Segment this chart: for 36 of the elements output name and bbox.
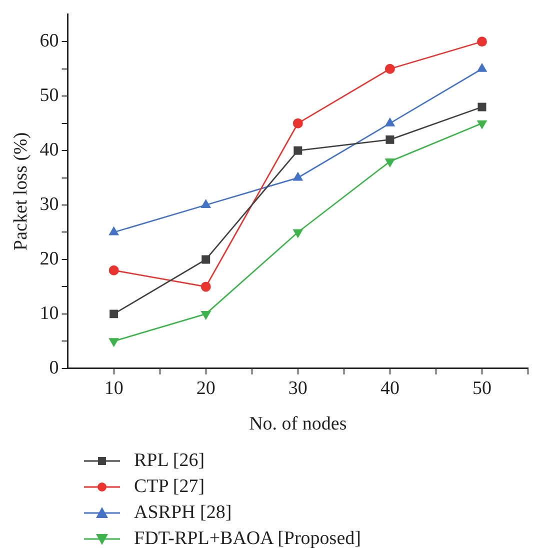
legend-label: FDT-RPL+BAOA [Proposed] xyxy=(134,528,361,550)
point xyxy=(200,199,212,208)
point xyxy=(386,135,394,144)
x-tick-label: 40 xyxy=(380,378,400,399)
x-axis-title: No. of nodes xyxy=(249,414,347,435)
point xyxy=(478,102,486,112)
point xyxy=(384,158,396,168)
legend-label: CTP [27] xyxy=(134,476,205,498)
point xyxy=(202,255,210,264)
point xyxy=(476,36,487,47)
y-tick-label: 50 xyxy=(40,85,59,106)
point xyxy=(108,338,120,348)
legend-label: ASRPH [28] xyxy=(134,502,232,524)
y-tick-label: 20 xyxy=(40,248,59,270)
legend-label: RPL [26] xyxy=(134,450,205,472)
point xyxy=(292,229,304,238)
point xyxy=(200,310,212,320)
point xyxy=(384,64,395,74)
x-tick-label: 10 xyxy=(104,378,124,399)
y-tick-label: 40 xyxy=(40,140,59,161)
point xyxy=(476,62,488,72)
x-tick-label: 50 xyxy=(472,378,492,399)
x-tick-label: 30 xyxy=(288,378,308,399)
point xyxy=(294,146,302,155)
y-tick-label: 0 xyxy=(49,357,59,378)
y-tick-label: 10 xyxy=(40,302,59,324)
point xyxy=(110,310,118,318)
x-tick-label: 20 xyxy=(196,378,216,399)
y-axis-title: Packet loss (%) xyxy=(10,132,32,250)
point xyxy=(108,265,119,276)
y-tick-label: 30 xyxy=(40,194,59,215)
point xyxy=(200,282,211,292)
point xyxy=(292,118,303,128)
point xyxy=(384,117,396,126)
point xyxy=(292,172,304,181)
y-tick-label: 60 xyxy=(40,30,59,52)
